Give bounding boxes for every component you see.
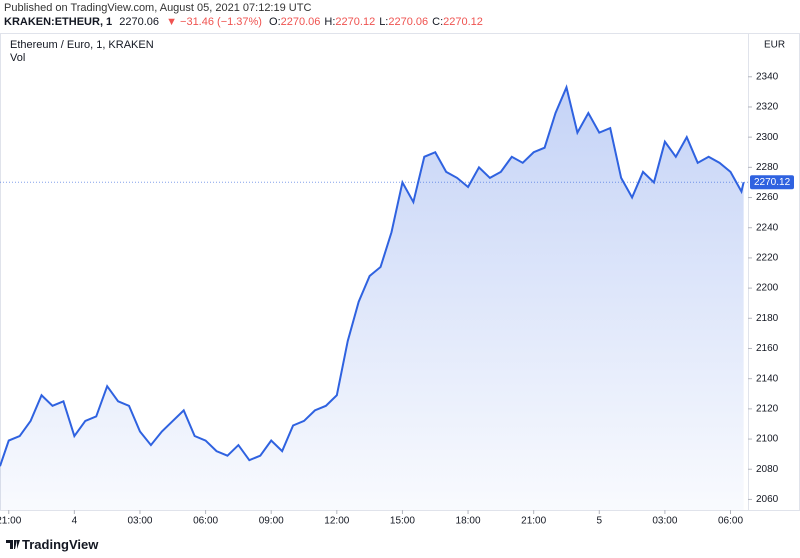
x-tick-label: 21:00 [0, 516, 22, 527]
x-tick-label: 06:00 [193, 516, 218, 527]
y-tick-label: 2080 [756, 464, 779, 475]
x-tick-label: 5 [596, 516, 602, 527]
last-price-label: 2270.12 [754, 177, 791, 188]
ohlc: O:2270.06 H:2270.12 L:2270.06 C:2270.12 [269, 16, 487, 28]
chart: Ethereum / Euro, 1, KRAKEN Vol EUR 2060 2… [0, 33, 800, 527]
x-tick-label: 4 [72, 516, 78, 527]
y-tick-label: 2060 [756, 494, 779, 505]
published-line: Published on TradingView.com, August 05,… [4, 2, 312, 14]
x-tick-label: 09:00 [259, 516, 284, 527]
ticker-line: KRAKEN:ETHEUR, 1 2270.06 ▼ −31.46 (−1.37… [4, 16, 491, 28]
y-tick-label: 2100 [756, 434, 779, 445]
x-tick-label: 03:00 [652, 516, 677, 527]
brand: TradingView [22, 537, 99, 552]
ohlc-value: 2270.06 [280, 16, 321, 28]
ohlc-label: H: [324, 16, 336, 28]
y-tick-label: 2280 [756, 162, 779, 173]
price: 2270.06 [119, 16, 160, 28]
logo [6, 540, 20, 549]
change: ▼ −31.46 (−1.37%) [166, 16, 262, 28]
price-line [0, 84, 745, 467]
ohlc-value: 2270.12 [443, 16, 483, 28]
x-tick-label: 21:00 [521, 516, 546, 527]
y-tick-label: 2160 [756, 343, 779, 354]
currency: EUR [764, 40, 785, 51]
ohlc-value: 2270.06 [388, 16, 429, 28]
x-tick-label: 03:00 [127, 516, 152, 527]
x-tick-label: 18:00 [456, 516, 481, 527]
last-price-box [750, 175, 794, 190]
y-tick-label: 2200 [756, 283, 779, 294]
x-tick-label: 15:00 [390, 516, 415, 527]
chart-title: Ethereum / Euro, 1, KRAKEN [10, 39, 154, 51]
symbol: KRAKEN:ETHEUR, 1 [4, 16, 113, 28]
y-tick-label: 2300 [756, 132, 779, 143]
ohlc-value: 2270.12 [335, 16, 376, 28]
y-tick-label: 2320 [756, 102, 779, 113]
y-tick-label: 2140 [756, 373, 779, 384]
y-tick-label: 2120 [756, 404, 779, 415]
ohlc-label: O: [269, 16, 281, 28]
y-tick-label: 2180 [756, 313, 779, 324]
ohlc-label: L: [379, 16, 389, 28]
x-tick-label: 12:00 [324, 516, 349, 527]
ohlc-label: C: [432, 16, 444, 28]
area-fill [0, 87, 744, 511]
y-tick-label: 2220 [756, 253, 779, 264]
y-tick-label: 2240 [756, 222, 779, 233]
vol-label: Vol [10, 52, 25, 64]
footer: TradingView [0, 532, 800, 558]
y-tick-label: 2260 [756, 192, 779, 203]
x-tick-label: 06:00 [718, 516, 743, 527]
y-tick-label: 2340 [756, 71, 779, 82]
